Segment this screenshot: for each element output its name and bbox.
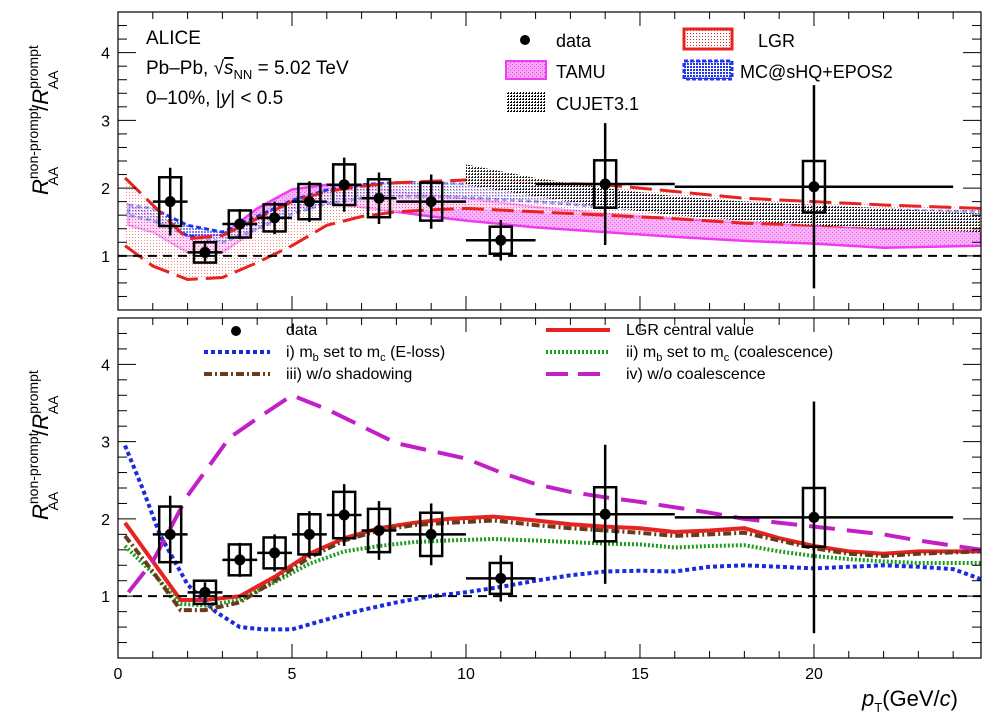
top-panel: 1 2 3 4 ALICE Pb–Pb, √sNN = 5.02 TeV 0–10%,…: [25, 11, 982, 311]
bottom-marker: [338, 509, 350, 521]
bottom-marker: [199, 586, 211, 598]
bottom-marker: [495, 572, 507, 584]
top-ytick-label: 2: [101, 181, 110, 198]
collision-system-label: Pb–Pb, √sNN = 5.02 TeV: [146, 58, 349, 82]
curve-no-coal: [126, 393, 981, 594]
lgr-band-upper: [123, 176, 981, 241]
bottom-data-point: [361, 501, 397, 560]
top-data-point: [361, 172, 397, 224]
top-marker: [599, 178, 611, 190]
legend2-data-label: data: [286, 322, 317, 339]
bottom-marker: [373, 525, 385, 536]
bottom-marker: [808, 511, 820, 523]
legend-mcsHQ-swatch: [682, 59, 734, 81]
bottom-data-point: [187, 579, 223, 606]
top-data-point: [222, 209, 258, 239]
bottom-marker: [164, 528, 176, 540]
legend-cujet-swatch: [506, 92, 546, 112]
top-legend: data LGR TAMU MC@sHQ+EPOS2 CUJET3.1: [505, 27, 893, 114]
lgr-band-lower: [124, 206, 981, 282]
legend2-lgr-label: LGR central value: [626, 322, 754, 339]
centrality-label: 0–10%, |y| < 0.5: [146, 88, 283, 109]
top-ytick-label: 4: [101, 46, 110, 63]
top-marker: [338, 179, 350, 191]
legend2-data-marker: [231, 326, 241, 336]
top-ytick-label: 3: [101, 113, 110, 130]
top-data-point: [396, 174, 466, 229]
bottom-data-point: [326, 484, 362, 546]
legend-tamu-swatch: [505, 60, 547, 80]
curve-mb-coal: [123, 536, 981, 608]
top-model-bands: [123, 164, 981, 282]
bottom-data-point: [465, 555, 536, 602]
legend-data-marker: [520, 35, 530, 45]
top-marker: [199, 246, 211, 258]
top-data-point: [152, 167, 188, 236]
legend-data-label: data: [556, 31, 592, 51]
bottom-xtick-label: 15: [631, 666, 649, 683]
bottom-xtick-label: 20: [805, 666, 823, 683]
top-ytick-label: 1: [101, 249, 110, 266]
legend-lgr-swatch: [682, 27, 734, 51]
top-marker: [164, 196, 176, 208]
legend2-no-shadowing-label: iii) w/o shadowing: [286, 366, 412, 383]
bottom-marker: [425, 528, 437, 540]
bottom-marker: [599, 508, 611, 520]
top-data-point: [257, 201, 292, 235]
experiment-label: ALICE: [146, 28, 201, 49]
top-marker: [373, 192, 385, 204]
top-data-point: [535, 123, 675, 245]
bottom-ytick-label: 2: [101, 512, 110, 529]
bottom-marker: [234, 554, 246, 566]
top-ylabel: Rnon-prompt AA/Rprompt AA: [25, 45, 61, 195]
legend-lgr-label: LGR: [758, 31, 795, 51]
legend-mcsHQ-label: MC@sHQ+EPOS2: [740, 62, 893, 82]
top-data-points: [152, 85, 954, 289]
top-marker: [269, 212, 281, 224]
bottom-data-point: [396, 503, 466, 566]
bottom-axes: 0 5 10 15 20 1 2 3 4: [101, 317, 981, 683]
top-data-point: [465, 219, 536, 261]
bottom-data-point: [291, 511, 327, 558]
legend2-no-coal-label: iv) w/o coalescence: [626, 366, 766, 383]
bottom-data-point: [152, 495, 188, 573]
cujet-band: [466, 164, 981, 233]
bottom-data-point: [222, 542, 258, 577]
top-data-point: [291, 181, 327, 222]
bottom-marker: [269, 547, 281, 559]
bottom-legend: data LGR central value i) mb set to mc (…: [204, 322, 833, 383]
top-marker: [425, 196, 437, 208]
bottom-data-points: [152, 401, 954, 634]
top-marker: [495, 234, 507, 246]
top-marker: [234, 218, 246, 230]
legend2-mb-coal-label: ii) mb set to mc (coalescence): [626, 344, 833, 364]
bottom-xtick-label: 5: [288, 666, 297, 683]
bottom-data-point: [535, 444, 675, 584]
bottom-ylabel: Rnon-prompt AA/Rprompt AA: [25, 370, 61, 520]
bottom-data-point: [674, 401, 954, 634]
bottom-panel: 0 5 10 15 20 1 2 3 4 data LGR central value i) m…: [25, 317, 982, 715]
top-marker: [808, 181, 820, 193]
top-data-point: [326, 157, 362, 212]
bottom-xtick-label: 0: [114, 666, 123, 683]
legend-cujet-label: CUJET3.1: [556, 94, 639, 114]
bottom-ytick-label: 1: [101, 589, 110, 606]
curve-mb-eloss: [123, 444, 981, 632]
bottom-xtick-label: 10: [457, 666, 475, 683]
top-data-point: [674, 85, 954, 289]
bottom-data-point: [257, 534, 292, 572]
legend2-mb-eloss-label: i) mb set to mc (E-loss): [286, 344, 445, 364]
bottom-model-curves: [123, 393, 981, 632]
top-data-point: [187, 241, 223, 264]
x-axis-label: pT(GeV/c): [861, 686, 958, 715]
legend-tamu-label: TAMU: [556, 62, 606, 82]
top-axes: 1 2 3 4: [101, 11, 981, 311]
bottom-ytick-label: 4: [101, 357, 110, 374]
bottom-ytick-label: 3: [101, 435, 110, 452]
bottom-marker: [303, 528, 315, 540]
top-marker: [303, 196, 315, 208]
